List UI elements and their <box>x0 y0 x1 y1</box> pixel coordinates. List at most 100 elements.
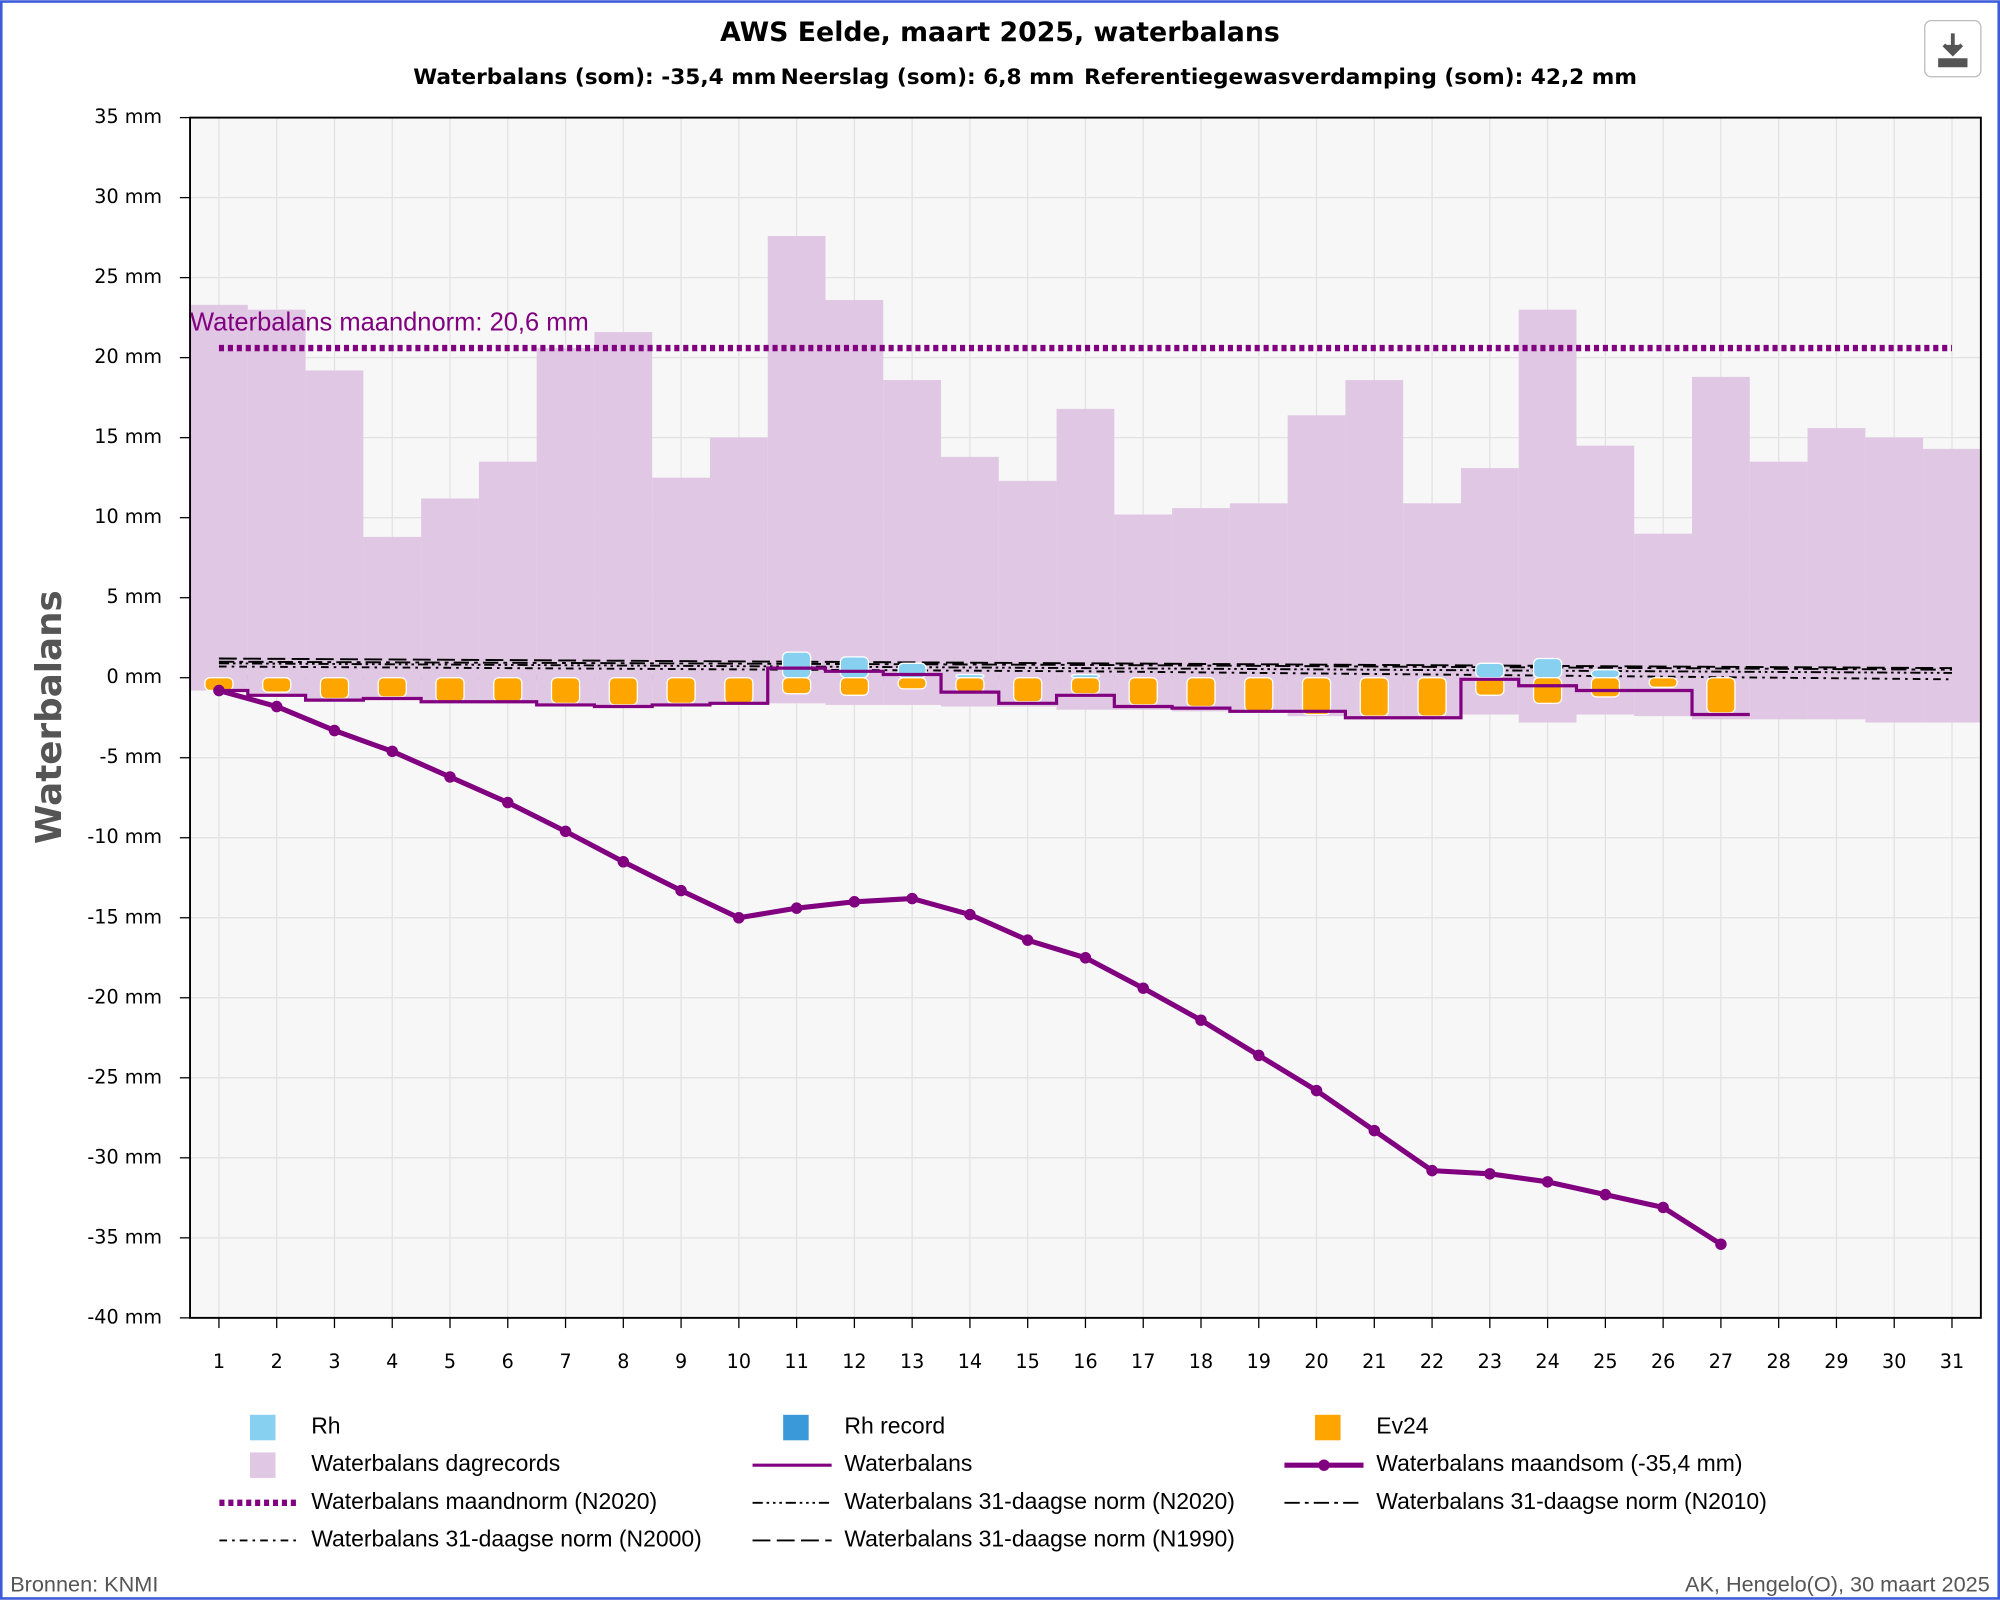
legend-swatch <box>783 1414 809 1441</box>
legend-label: Rh <box>311 1413 340 1439</box>
record-bar <box>709 437 768 705</box>
x-tick-label: 6 <box>502 1350 514 1373</box>
bar <box>666 677 696 704</box>
legend-label: Waterbalans 31-daagse norm (N1990) <box>844 1525 1235 1551</box>
x-tick-label: 10 <box>727 1350 751 1373</box>
y-tick-label: 15 mm <box>94 425 162 448</box>
x-tick-label: 11 <box>784 1350 808 1373</box>
sum-point <box>1484 1168 1496 1180</box>
sum-point <box>848 896 861 908</box>
sum-point <box>559 825 572 838</box>
download-icon[interactable] <box>1938 33 1968 68</box>
y-tick-label: 20 mm <box>94 345 162 368</box>
bar <box>897 677 927 690</box>
y-tick-label: -35 mm <box>87 1225 162 1248</box>
bar <box>550 677 581 704</box>
record-bar <box>1692 376 1750 720</box>
record-bar <box>883 380 942 705</box>
x-tick-label: 5 <box>444 1350 456 1373</box>
subtitle-item: Neerslag (som): 6,8 mm <box>781 65 1075 90</box>
y-tick-label: -40 mm <box>87 1305 162 1328</box>
sum-point <box>328 724 341 737</box>
legend-label: Waterbalans <box>844 1450 972 1476</box>
x-tick-label: 20 <box>1304 1350 1328 1373</box>
norm-31 <box>218 662 1952 674</box>
x-tick-label: 7 <box>559 1350 571 1373</box>
record-bar <box>767 236 826 704</box>
sum-point <box>1079 952 1092 964</box>
norm-31 <box>218 657 1952 670</box>
x-tick-label: 18 <box>1189 1350 1213 1373</box>
x-tick-label: 21 <box>1362 1350 1386 1373</box>
bar <box>955 677 985 693</box>
bar <box>1532 677 1563 704</box>
sum-point <box>1657 1201 1669 1214</box>
bar <box>781 677 812 695</box>
bar <box>319 677 350 700</box>
axes: 35 mm 30 mm 25 mm 20 mm 15 mm 10 mm 5 mm 0 mm -5… <box>87 105 1982 1373</box>
legend-swatch-point <box>1318 1459 1330 1471</box>
sum-point <box>790 902 803 914</box>
legend-label: Waterbalans maandnorm (N2020) <box>311 1488 657 1514</box>
bar <box>1359 677 1389 717</box>
y-tick-label: 0 mm <box>106 665 162 688</box>
norm-label: Waterbalans maandnorm: 20,6 mm <box>190 309 589 337</box>
bar <box>724 677 754 704</box>
footer-right: AK, Hengelo(O), 30 maart 2025 <box>1685 1571 1990 1596</box>
bar <box>1244 677 1274 712</box>
x-tick-label: 26 <box>1651 1350 1675 1373</box>
x-tick-label: 1 <box>213 1350 225 1373</box>
bar <box>1186 677 1216 708</box>
norm-31 <box>218 665 1952 681</box>
x-tick-label: 25 <box>1593 1350 1617 1373</box>
y-tick-label: -5 mm <box>100 745 162 768</box>
x-tick-label: 28 <box>1767 1350 1791 1373</box>
y-tick-label: 5 mm <box>106 585 162 608</box>
y-tick-label: -15 mm <box>87 905 162 928</box>
legend-swatch <box>250 1452 276 1478</box>
record-bar <box>1749 461 1808 720</box>
y-tick-label: 25 mm <box>94 265 162 288</box>
bar <box>1013 677 1043 703</box>
footer-left: Bronnen: KNMI <box>10 1571 158 1596</box>
record-bar <box>1634 533 1693 717</box>
record-bar <box>305 370 364 699</box>
x-tick-label: 29 <box>1824 1350 1848 1373</box>
x-tick-label: 19 <box>1247 1350 1271 1373</box>
sum-point <box>675 884 687 897</box>
x-tick-label: 30 <box>1882 1350 1906 1373</box>
record-bar <box>1807 428 1866 720</box>
legend-label: Ev24 <box>1376 1413 1429 1439</box>
record-bar <box>1865 437 1924 723</box>
y-tick-label: 10 mm <box>94 505 162 528</box>
record-bar <box>1056 408 1115 710</box>
sum-point <box>213 684 225 697</box>
bar <box>1417 677 1447 717</box>
norm-31 <box>218 660 1952 671</box>
sum-point <box>1021 934 1034 946</box>
sum-point <box>1368 1124 1381 1137</box>
record-bar <box>1345 380 1404 717</box>
bar <box>1301 677 1332 716</box>
bar <box>1590 677 1621 698</box>
marks: Waterbalans maandnorm: 20,6 mm <box>190 236 1981 1250</box>
x-tick-label: 22 <box>1420 1350 1444 1373</box>
bar <box>839 677 870 696</box>
x-tick-label: 16 <box>1073 1350 1097 1373</box>
sum-point <box>1599 1188 1612 1201</box>
bar <box>839 656 870 679</box>
x-tick-label: 8 <box>617 1350 629 1373</box>
sum-point <box>1541 1176 1554 1188</box>
sum-point <box>386 745 398 758</box>
legend: Rh Rh record Ev24 Waterbalans dagrecords Wat… <box>219 1413 1767 1551</box>
x-tick-label: 14 <box>958 1350 982 1373</box>
sum-point <box>733 912 745 924</box>
legend-label: Rh record <box>844 1413 945 1439</box>
bar <box>1706 677 1736 714</box>
download-button[interactable] <box>1924 20 1982 78</box>
record-bar <box>1287 415 1346 717</box>
bar <box>1590 669 1621 679</box>
x-tick-label: 15 <box>1016 1350 1040 1373</box>
chart-title: AWS Eelde, maart 2025, waterbalans <box>720 17 1280 48</box>
